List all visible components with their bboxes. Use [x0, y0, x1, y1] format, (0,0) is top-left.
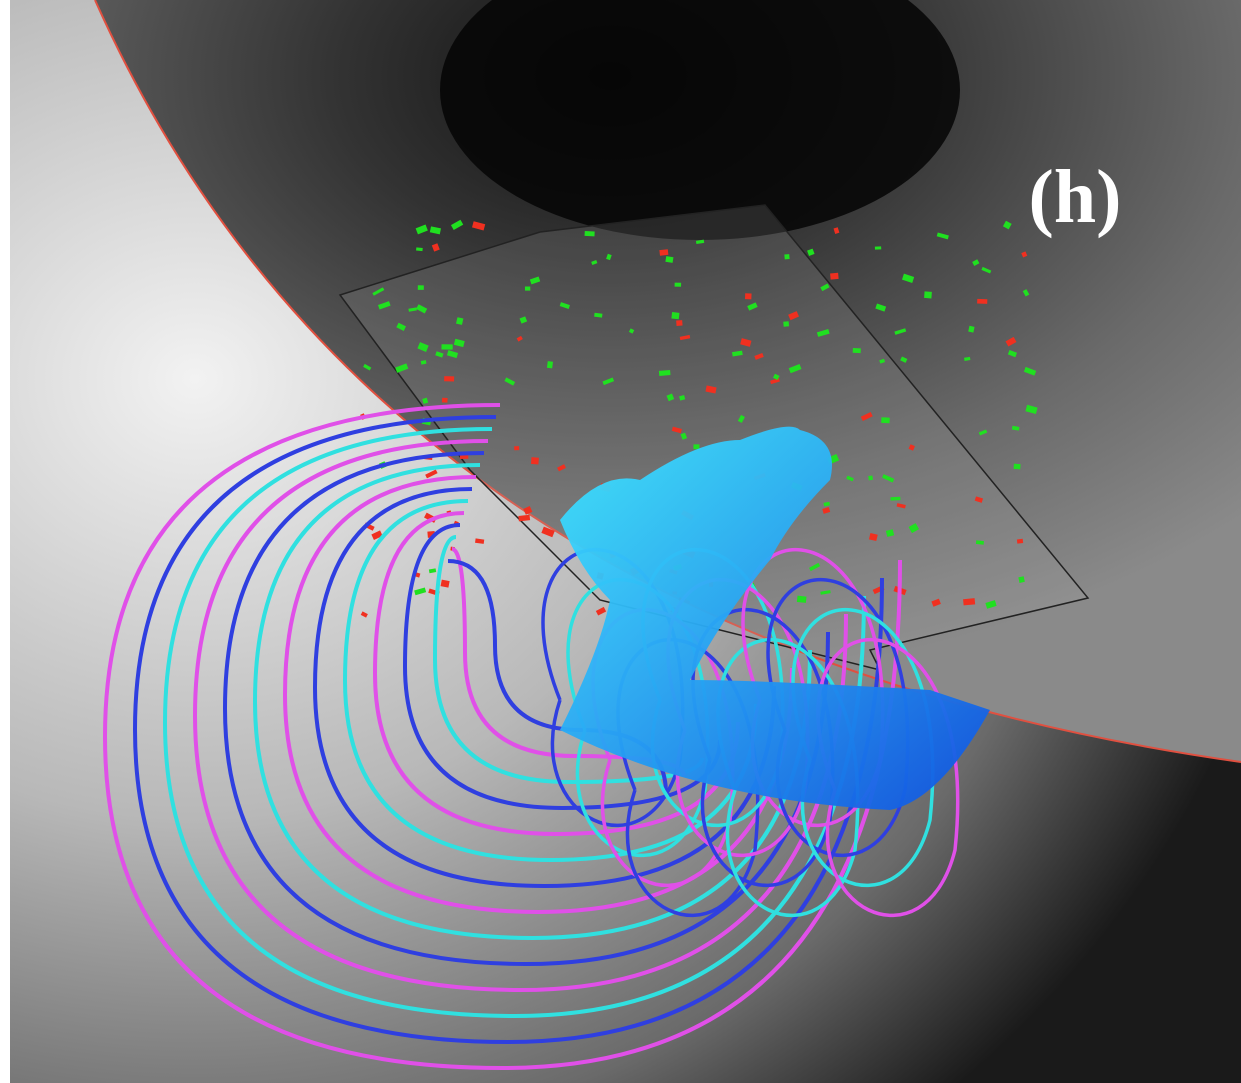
polarity-dot [693, 444, 699, 449]
polarity-dot [1017, 539, 1023, 544]
polarity-dot [671, 312, 679, 319]
polarity-dot [963, 598, 975, 605]
polarity-dot [442, 398, 448, 403]
polarity-dot [659, 249, 668, 256]
polarity-dot [881, 417, 890, 423]
figure: (h) [0, 0, 1241, 1083]
polarity-dot [675, 283, 682, 287]
polarity-dot [977, 299, 987, 304]
polarity-dot [868, 475, 873, 480]
polarity-dot [585, 231, 595, 236]
panel-label: (h) [1029, 155, 1122, 239]
polarity-dot [830, 273, 839, 280]
polarity-dot [514, 446, 519, 450]
polarity-dot [418, 285, 424, 290]
polarity-dot [875, 246, 881, 249]
polarity-dot [531, 457, 539, 464]
polarity-dot [853, 348, 861, 353]
polarity-dot [783, 321, 789, 326]
margin [0, 0, 10, 1083]
polarity-dot [924, 291, 932, 298]
polarity-dot [441, 344, 452, 349]
polarity-dot [665, 256, 673, 263]
polarity-dot [745, 293, 752, 299]
polarity-dot [444, 376, 454, 381]
polarity-dot [659, 370, 671, 376]
polarity-dot [1014, 464, 1021, 470]
polarity-dot [525, 286, 530, 290]
polarity-dot [797, 596, 807, 603]
polarity-dot [890, 497, 900, 501]
page: (h) (() => { const data = JSON.parse(doc… [0, 0, 1241, 1083]
polarity-dot [676, 320, 682, 326]
polarity-dot [547, 361, 553, 368]
polarity-dot [784, 254, 789, 259]
